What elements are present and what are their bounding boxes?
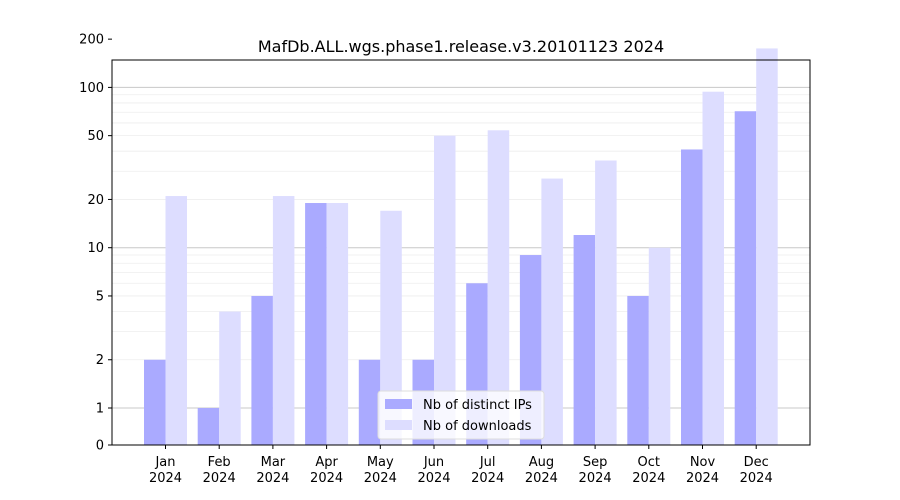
x-tick-label-month: Aug	[529, 455, 554, 470]
x-tick-label-year: 2024	[471, 471, 504, 486]
x-tick-label-month: Apr	[315, 455, 338, 470]
y-tick-label: 100	[79, 81, 104, 96]
bar-distinct-ips	[573, 235, 596, 445]
x-tick-label-month: Sep	[583, 455, 608, 470]
x-tick-label-month: Jul	[479, 455, 496, 470]
y-tick-label: 50	[87, 129, 104, 144]
x-tick-label-month: Jan	[154, 455, 175, 470]
y-tick-label: 200	[79, 33, 104, 48]
bar-downloads	[541, 178, 563, 446]
chart-title: MafDb.ALL.wgs.phase1.release.v3.20101123…	[258, 37, 664, 56]
x-tick-label-month: Dec	[744, 455, 769, 470]
x-tick-label-month: Nov	[690, 455, 716, 470]
x-tick-label-year: 2024	[310, 471, 343, 486]
bar-downloads	[756, 48, 778, 445]
y-tick-label: 10	[87, 241, 104, 256]
bar-downloads	[434, 135, 456, 446]
bar-downloads	[487, 130, 510, 445]
bar-distinct-ips	[734, 111, 757, 445]
x-tick-label-month: Oct	[638, 455, 660, 470]
x-tick-label-month: Jun	[423, 455, 444, 470]
bar-distinct-ips	[358, 359, 381, 445]
bar-distinct-ips	[305, 203, 327, 445]
x-tick-label-month: Mar	[261, 455, 286, 470]
x-tick-label-month: May	[367, 455, 394, 470]
legend: Nb of distinct IPs Nb of downloads	[377, 390, 545, 440]
legend-label: Nb of distinct IPs	[423, 398, 532, 413]
plot-frame	[111, 59, 811, 446]
x-tick-label-year: 2024	[632, 471, 665, 486]
x-tick-label-year: 2024	[579, 471, 612, 486]
legend-box	[377, 390, 545, 440]
bar-downloads	[326, 203, 349, 445]
bar-downloads	[648, 247, 671, 445]
x-tick-label-year: 2024	[686, 471, 719, 486]
bar-downloads	[380, 210, 402, 445]
y-tick-label: 5	[96, 289, 104, 304]
x-tick-label-year: 2024	[149, 471, 182, 486]
x-tick-label-year: 2024	[364, 471, 397, 486]
y-axis: 01251020501002005001000	[79, 33, 112, 454]
x-tick-label-year: 2024	[203, 471, 236, 486]
bars-layer	[144, 48, 778, 446]
bar-downloads	[219, 311, 241, 445]
bar-downloads	[595, 160, 617, 445]
bar-distinct-ips	[681, 149, 703, 445]
x-axis: Jan2024Feb2024Mar2024Apr2024May2024Jun20…	[149, 445, 773, 486]
y-tick-label: 2	[96, 353, 104, 368]
y-tick-label: 0	[96, 439, 104, 454]
x-tick-label-year: 2024	[256, 471, 289, 486]
x-tick-label-year: 2024	[740, 471, 773, 486]
bar-downloads	[165, 196, 187, 445]
y-tick-label: 1	[96, 402, 104, 417]
legend-swatch	[385, 420, 412, 430]
x-tick-label-year: 2024	[525, 471, 558, 486]
bar-distinct-ips	[197, 408, 220, 445]
bar-distinct-ips	[627, 295, 649, 445]
legend-label: Nb of downloads	[423, 419, 532, 434]
bar-downloads	[272, 196, 295, 445]
bar-distinct-ips	[251, 295, 273, 445]
bar-distinct-ips	[144, 359, 166, 445]
bar-downloads	[702, 91, 724, 445]
legend-swatch	[385, 399, 412, 409]
y-tick-label: 20	[87, 193, 104, 208]
x-tick-label-month: Feb	[208, 455, 231, 470]
x-tick-label-year: 2024	[417, 471, 450, 486]
